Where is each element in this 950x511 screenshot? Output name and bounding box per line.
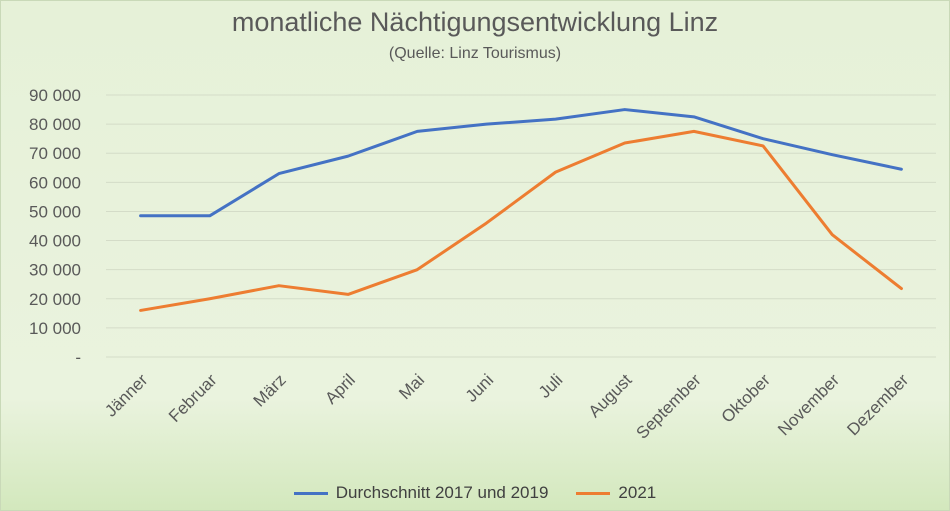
legend-swatch-series-1 — [294, 492, 328, 495]
series-lines — [141, 110, 902, 311]
x-tick-label: März — [250, 370, 290, 410]
x-tick-label: August — [585, 370, 636, 421]
line-chart: - 10 000 20 000 30 000 40 000 50 000 60 000 70 … — [1, 1, 950, 471]
y-tick-label: 60 000 — [29, 173, 81, 192]
y-tick-label: 70 000 — [29, 144, 81, 163]
x-tick-label: Dezember — [843, 370, 912, 439]
x-tick-label: Jänner — [101, 370, 151, 420]
legend-entry-series-1: Durchschnitt 2017 und 2019 — [294, 483, 549, 503]
y-tick-label: - — [75, 348, 81, 367]
y-tick-label: 50 000 — [29, 202, 81, 221]
y-tick-label: 40 000 — [29, 232, 81, 251]
y-tick-label: 30 000 — [29, 261, 81, 280]
x-tick-label: Mai — [395, 370, 428, 403]
legend: Durchschnitt 2017 und 2019 2021 — [1, 483, 949, 503]
x-axis-ticks: Jänner Februar März April Mai Juni Juli AugustS… — [101, 370, 912, 442]
legend-entry-series-2: 2021 — [576, 483, 656, 503]
series-line-1 — [141, 110, 902, 216]
series-line-2 — [141, 131, 902, 310]
x-tick-label: September — [632, 370, 704, 442]
x-tick-label: Juli — [535, 370, 566, 401]
y-axis-ticks: - 10 000 20 000 30 000 40 000 50 000 60 000 70 … — [29, 86, 81, 367]
x-tick-label: April — [321, 370, 358, 407]
y-tick-label: 20 000 — [29, 290, 81, 309]
chart-frame: monatliche Nächtigungsentwicklung Linz (… — [0, 0, 950, 511]
legend-label-series-1: Durchschnitt 2017 und 2019 — [336, 483, 549, 503]
y-tick-label: 10 000 — [29, 319, 81, 338]
x-tick-label: November — [774, 370, 843, 439]
legend-swatch-series-2 — [576, 492, 610, 495]
x-tick-label: Oktober — [718, 370, 774, 426]
x-tick-label: Februar — [165, 370, 221, 426]
gridlines — [106, 95, 936, 357]
x-tick-label: Juni — [462, 370, 497, 405]
y-tick-label: 80 000 — [29, 115, 81, 134]
y-tick-label: 90 000 — [29, 86, 81, 105]
legend-label-series-2: 2021 — [618, 483, 656, 503]
